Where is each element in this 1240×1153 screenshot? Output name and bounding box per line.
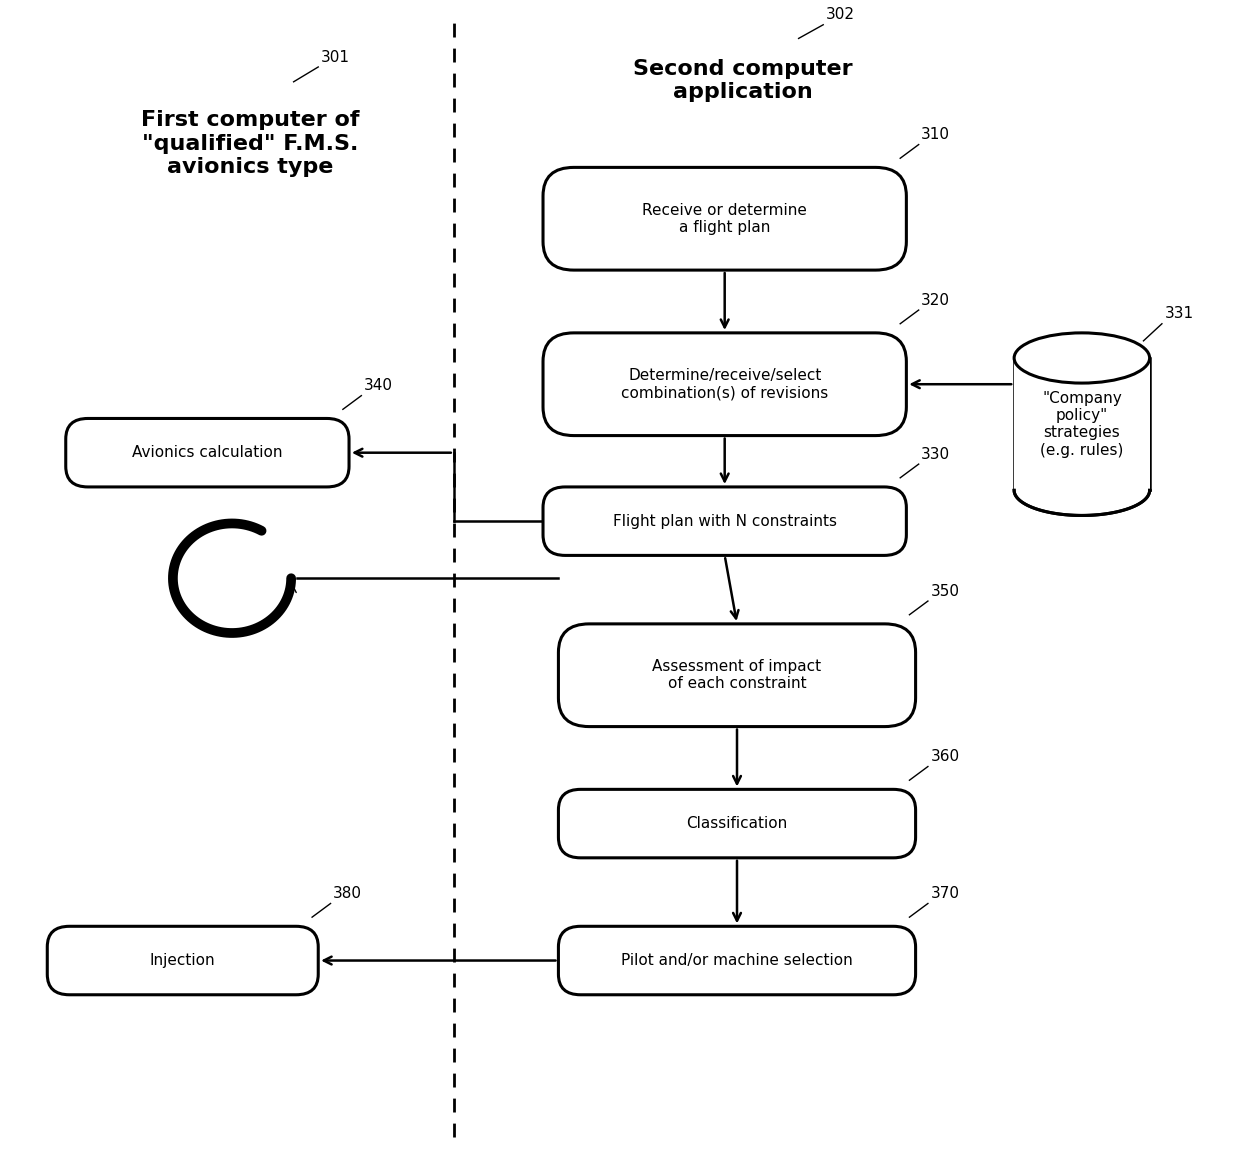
FancyBboxPatch shape [66, 419, 348, 487]
Text: Assessment of impact
of each constraint: Assessment of impact of each constraint [652, 660, 822, 692]
FancyBboxPatch shape [543, 487, 906, 556]
Text: Classification: Classification [687, 816, 787, 831]
Text: 350: 350 [930, 583, 960, 598]
FancyBboxPatch shape [558, 790, 915, 858]
Text: 380: 380 [334, 887, 362, 902]
Text: Determine/receive/select
combination(s) of revisions: Determine/receive/select combination(s) … [621, 368, 828, 400]
Bar [1014, 357, 1149, 490]
FancyBboxPatch shape [543, 333, 906, 436]
Text: 360: 360 [930, 749, 960, 764]
Text: 370: 370 [930, 887, 960, 902]
FancyBboxPatch shape [47, 926, 319, 995]
Text: 331: 331 [1164, 307, 1194, 322]
FancyBboxPatch shape [558, 926, 915, 995]
Text: "Company
policy"
strategies
(e.g. rules): "Company policy" strategies (e.g. rules) [1040, 391, 1123, 458]
Text: 320: 320 [921, 293, 950, 308]
Text: Second computer
application: Second computer application [634, 59, 853, 103]
Ellipse shape [1014, 333, 1149, 383]
Text: Receive or determine
a flight plan: Receive or determine a flight plan [642, 203, 807, 235]
Text: Flight plan with N constraints: Flight plan with N constraints [613, 514, 837, 529]
Text: 340: 340 [363, 378, 393, 393]
FancyBboxPatch shape [558, 624, 915, 726]
Ellipse shape [1014, 466, 1149, 515]
Text: 330: 330 [921, 447, 950, 462]
Text: Injection: Injection [150, 954, 216, 969]
Text: Avionics calculation: Avionics calculation [133, 445, 283, 460]
Text: 302: 302 [826, 7, 854, 22]
FancyBboxPatch shape [543, 167, 906, 270]
Text: First computer of
"qualified" F.M.S.
avionics type: First computer of "qualified" F.M.S. avi… [141, 111, 360, 176]
Text: Pilot and/or machine selection: Pilot and/or machine selection [621, 954, 853, 969]
Text: 301: 301 [321, 50, 350, 65]
Text: 310: 310 [921, 127, 950, 142]
